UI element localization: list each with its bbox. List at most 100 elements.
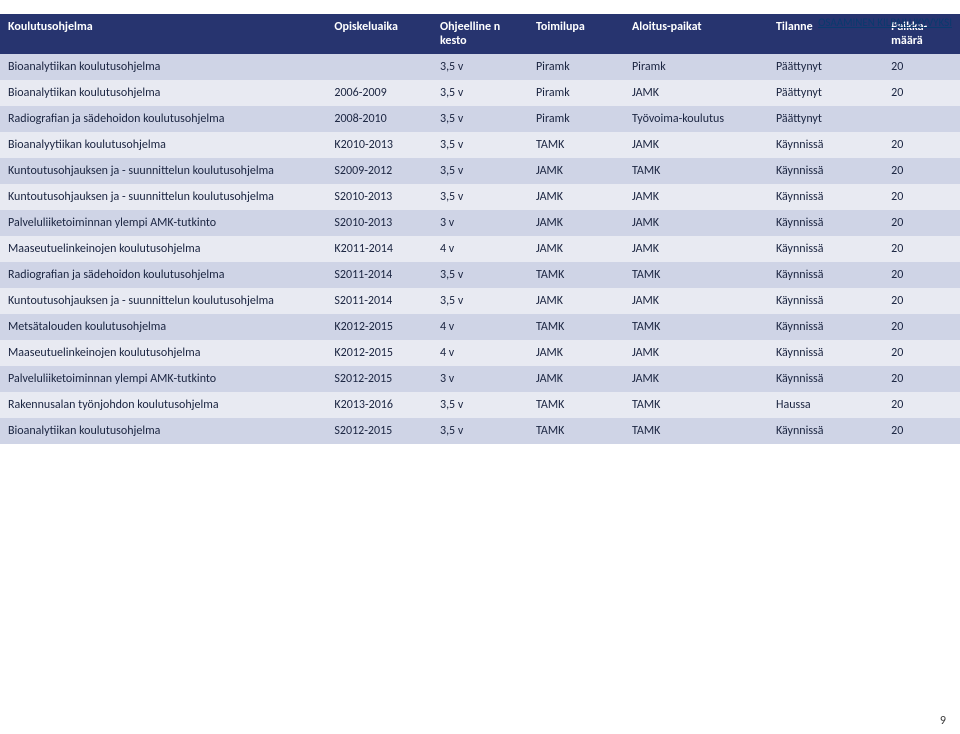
table-cell: 20: [883, 184, 960, 210]
table-row: Kuntoutusohjauksen ja - suunnittelun kou…: [0, 288, 960, 314]
table-cell: 20: [883, 418, 960, 444]
table-cell: K2012-2015: [326, 314, 432, 340]
table-cell: Käynnissä: [768, 288, 883, 314]
table-cell: JAMK: [528, 288, 624, 314]
table-row: Radiografian ja sädehoidon koulutusohjel…: [0, 106, 960, 132]
table-cell: Palveluliiketoiminnan ylempi AMK-tutkint…: [0, 366, 326, 392]
programs-table: Koulutusohjelma Opiskeluaika Ohjeelline …: [0, 14, 960, 444]
table-cell: JAMK: [624, 210, 768, 236]
table-row: Rakennusalan työnjohdon koulutusohjelmaK…: [0, 392, 960, 418]
table-body: Bioanalytiikan koulutusohjelma3,5 vPiram…: [0, 54, 960, 444]
table-row: Kuntoutusohjauksen ja - suunnittelun kou…: [0, 158, 960, 184]
table-cell: TAMK: [624, 418, 768, 444]
table-cell: Päättynyt: [768, 106, 883, 132]
table-cell: Bioanalytiikan koulutusohjelma: [0, 54, 326, 80]
table-cell: JAMK: [528, 366, 624, 392]
table-row: Maaseutuelinkeinojen koulutusohjelmaK201…: [0, 340, 960, 366]
table-cell: S2012-2015: [326, 366, 432, 392]
table-cell: Bioanalyytiikan koulutusohjelma: [0, 132, 326, 158]
table-cell: K2012-2015: [326, 340, 432, 366]
table-cell: Päättynyt: [768, 80, 883, 106]
table-row: Bioanalyytiikan koulutusohjelmaK2010-201…: [0, 132, 960, 158]
table-cell: S2010-2013: [326, 210, 432, 236]
page-number: 9: [940, 714, 946, 728]
table-cell: 3,5 v: [432, 288, 528, 314]
col-opiskeluaika: Opiskeluaika: [326, 14, 432, 54]
table-cell: 3,5 v: [432, 418, 528, 444]
table-cell: 3,5 v: [432, 132, 528, 158]
table-cell: 20: [883, 54, 960, 80]
table-row: Palveluliiketoiminnan ylempi AMK-tutkint…: [0, 210, 960, 236]
table-cell: TAMK: [528, 314, 624, 340]
table-cell: 20: [883, 340, 960, 366]
table-row: Maaseutuelinkeinojen koulutusohjelmaK201…: [0, 236, 960, 262]
table-cell: 4 v: [432, 236, 528, 262]
table-cell: 4 v: [432, 314, 528, 340]
table-cell: Maaseutuelinkeinojen koulutusohjelma: [0, 340, 326, 366]
table-cell: TAMK: [528, 262, 624, 288]
table-cell: 20: [883, 158, 960, 184]
table-cell: Käynnissä: [768, 366, 883, 392]
table-cell: 3 v: [432, 366, 528, 392]
table-cell: Työvoima-koulutus: [624, 106, 768, 132]
table-cell: TAMK: [624, 262, 768, 288]
table-cell: TAMK: [528, 392, 624, 418]
table-cell: Käynnissä: [768, 184, 883, 210]
table-cell: 20: [883, 392, 960, 418]
table-cell: Käynnissä: [768, 314, 883, 340]
table-cell: JAMK: [528, 184, 624, 210]
table-cell: Käynnissä: [768, 132, 883, 158]
table-cell: Piramk: [624, 54, 768, 80]
table-cell: TAMK: [624, 314, 768, 340]
col-koulutusohjelma: Koulutusohjelma: [0, 14, 326, 54]
col-aloituspaikat: Aloitus-paikat: [624, 14, 768, 54]
table-cell: 2008-2010: [326, 106, 432, 132]
table-cell: Käynnissä: [768, 418, 883, 444]
table-cell: 3,5 v: [432, 106, 528, 132]
table-cell: JAMK: [624, 236, 768, 262]
table-row: Bioanalytiikan koulutusohjelma2006-20093…: [0, 80, 960, 106]
table-cell: 3 v: [432, 210, 528, 236]
table-cell: JAMK: [624, 132, 768, 158]
col-ohjeellinen: Ohjeelline n kesto: [432, 14, 528, 54]
table-cell: Bioanalytiikan koulutusohjelma: [0, 80, 326, 106]
table-cell: Käynnissä: [768, 158, 883, 184]
table-cell: JAMK: [624, 184, 768, 210]
table-cell: JAMK: [624, 340, 768, 366]
table-cell: 4 v: [432, 340, 528, 366]
table-cell: TAMK: [528, 132, 624, 158]
table-cell: Piramk: [528, 54, 624, 80]
table-cell: 3,5 v: [432, 184, 528, 210]
table-cell: S2009-2012: [326, 158, 432, 184]
table-cell: Kuntoutusohjauksen ja - suunnittelun kou…: [0, 158, 326, 184]
table-cell: Käynnissä: [768, 236, 883, 262]
table-cell: Radiografian ja sädehoidon koulutusohjel…: [0, 106, 326, 132]
table-cell: TAMK: [528, 418, 624, 444]
table-cell: TAMK: [624, 158, 768, 184]
table-cell: 20: [883, 210, 960, 236]
table-cell: Piramk: [528, 106, 624, 132]
table-cell: 20: [883, 132, 960, 158]
table-cell: JAMK: [528, 210, 624, 236]
table-cell: Radiografian ja sädehoidon koulutusohjel…: [0, 262, 326, 288]
table-cell: 20: [883, 366, 960, 392]
table-row: Bioanalytiikan koulutusohjelma3,5 vPiram…: [0, 54, 960, 80]
table-cell: JAMK: [528, 236, 624, 262]
table-cell: Metsätalouden koulutusohjelma: [0, 314, 326, 340]
corner-label: OSAAMINEN KILPAILUKYVYKSI: [818, 16, 952, 29]
table-cell: 20: [883, 80, 960, 106]
table-cell: JAMK: [624, 366, 768, 392]
table-cell: 3,5 v: [432, 158, 528, 184]
table-cell: 2006-2009: [326, 80, 432, 106]
table-cell: JAMK: [528, 158, 624, 184]
table-cell: 3,5 v: [432, 262, 528, 288]
table-cell: S2010-2013: [326, 184, 432, 210]
table-cell: 20: [883, 262, 960, 288]
table-cell: Kuntoutusohjauksen ja - suunnittelun kou…: [0, 288, 326, 314]
table-cell: 3,5 v: [432, 54, 528, 80]
table-cell: TAMK: [624, 392, 768, 418]
table-cell: JAMK: [624, 288, 768, 314]
table-cell: K2011-2014: [326, 236, 432, 262]
table-cell: 20: [883, 236, 960, 262]
table-cell: Piramk: [528, 80, 624, 106]
